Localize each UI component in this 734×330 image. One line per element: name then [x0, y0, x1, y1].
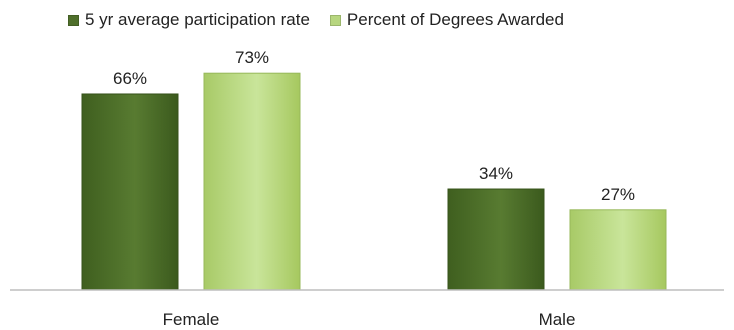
legend-swatch-series-1: [68, 14, 79, 26]
category-label-male: Male: [539, 310, 576, 329]
value-label-male-series-1: 34%: [479, 164, 513, 183]
legend-label-series-2: Percent of Degrees Awarded: [346, 10, 564, 29]
value-label-female-series-2: 73%: [235, 48, 269, 67]
value-label-female-series-1: 66%: [113, 69, 147, 88]
legend-item-series-1: 5 yr average participation rate: [68, 10, 310, 30]
legend-label-series-1: 5 yr average participation rate: [85, 10, 310, 29]
labels-layer: 66% 73% Female 34% 27% Male: [113, 48, 635, 329]
legend-item-series-2: Percent of Degrees Awarded: [329, 10, 564, 30]
legend-swatch-series-2: [329, 14, 341, 26]
value-label-male-series-2: 27%: [601, 185, 635, 204]
bar-male-series-1: [447, 188, 545, 291]
bar-female-series-2: [203, 72, 301, 291]
bar-female-series-1: [81, 93, 179, 291]
category-label-female: Female: [163, 310, 220, 329]
chart-legend: 5 yr average participation rate Percent …: [68, 10, 564, 30]
bar-male-series-2: [569, 209, 667, 291]
bars-layer: [81, 72, 667, 291]
